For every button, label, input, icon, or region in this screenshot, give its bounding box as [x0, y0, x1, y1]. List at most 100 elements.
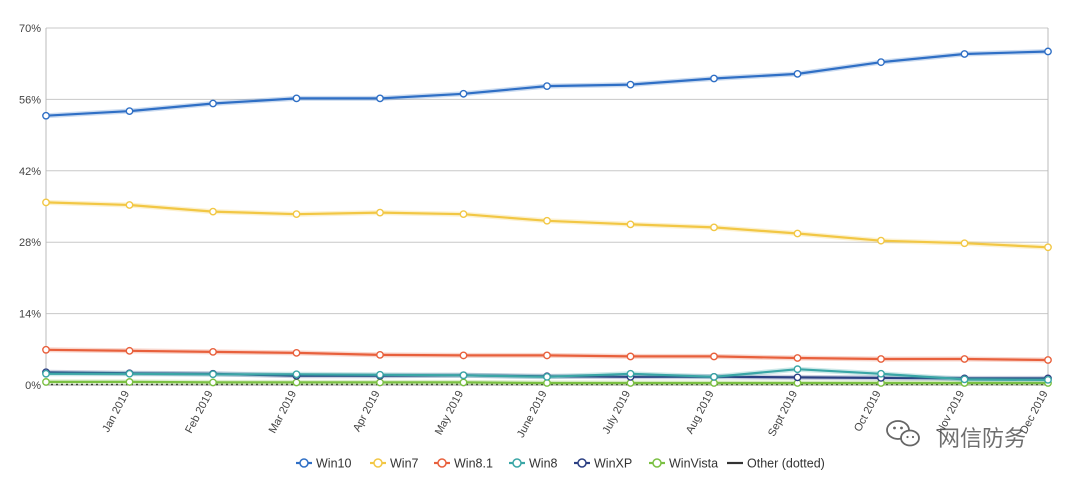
- data-point-win8: [209, 370, 217, 379]
- data-point-winvista: [209, 378, 217, 387]
- data-point-win7: [125, 201, 134, 209]
- legend-label: Win7: [390, 457, 419, 471]
- data-point-win8: [710, 372, 718, 381]
- data-point-win8-1: [1044, 356, 1052, 364]
- x-tick-label: June 2019: [515, 389, 550, 440]
- x-tick-label: Mar 2019: [267, 389, 299, 436]
- data-point-winvista: [125, 378, 134, 386]
- data-point-winxp: [793, 373, 802, 382]
- legend-marker: [373, 458, 383, 468]
- data-point-win7: [459, 210, 468, 219]
- watermark: 网信防务: [886, 420, 1026, 452]
- data-point-win10: [793, 70, 802, 78]
- legend-label: WinVista: [669, 457, 718, 471]
- legend-label: Win8: [529, 457, 558, 471]
- x-tick-label: Feb 2019: [183, 389, 215, 436]
- wechat-icon: [886, 420, 920, 447]
- data-point-win10: [42, 111, 50, 120]
- data-point-win8-1: [543, 351, 551, 360]
- data-point-win8-1: [209, 347, 217, 356]
- legend-marker: [652, 458, 662, 468]
- data-point-win8-1: [459, 351, 468, 360]
- y-axis-ticks: 0% 14% 28% 42% 56% 70%: [19, 23, 41, 392]
- data-point-win8: [42, 369, 50, 378]
- data-point-win10: [710, 74, 718, 83]
- data-point-win10: [125, 107, 134, 116]
- data-point-winvista: [459, 378, 468, 387]
- data-point-win8: [292, 370, 301, 379]
- y-tick-label: 0%: [25, 380, 41, 392]
- legend-item-winvista[interactable]: WinVista: [649, 457, 718, 471]
- data-point-win10: [459, 89, 468, 98]
- data-point-win8-1: [376, 351, 384, 359]
- data-point-win7: [543, 216, 551, 225]
- legend-item-other-dotted[interactable]: Other (dotted): [727, 457, 825, 471]
- y-tick-label: 70%: [19, 23, 41, 35]
- data-point-win8: [960, 375, 969, 384]
- data-point-win8: [793, 365, 802, 374]
- data-point-win7: [793, 229, 802, 238]
- data-point-win10: [292, 94, 301, 103]
- data-point-win7: [209, 207, 217, 216]
- data-point-win7: [42, 198, 50, 207]
- data-point-win8: [459, 371, 468, 380]
- x-tick-label: May 2019: [433, 389, 466, 437]
- legend-label: WinXP: [594, 457, 632, 471]
- data-point-win10: [626, 80, 635, 89]
- legend-marker: [512, 458, 522, 468]
- data-point-winvista: [292, 378, 301, 387]
- x-tick-label: Aug 2019: [684, 389, 717, 436]
- data-point-win10: [960, 50, 969, 58]
- legend-item-win8[interactable]: Win8: [509, 457, 558, 471]
- data-point-win8: [125, 369, 134, 378]
- data-point-win8-1: [793, 354, 802, 362]
- data-point-winvista: [42, 378, 50, 386]
- series-points: [42, 47, 1052, 387]
- x-tick-label: Sept 2019: [766, 389, 800, 439]
- data-point-win8-1: [42, 345, 50, 354]
- data-point-win8: [626, 369, 635, 378]
- data-point-win8-1: [710, 352, 718, 361]
- data-point-win10: [543, 82, 551, 91]
- data-point-win8: [1044, 375, 1052, 384]
- data-point-winvista: [376, 378, 384, 387]
- y-tick-label: 14%: [19, 309, 41, 321]
- data-point-win7: [292, 210, 301, 219]
- legend-marker: [577, 458, 587, 468]
- x-tick-label: July 2019: [600, 389, 633, 436]
- legend-item-win10[interactable]: Win10: [296, 457, 351, 471]
- data-point-win7: [1044, 243, 1052, 252]
- data-point-win8-1: [960, 355, 969, 363]
- data-point-win8: [376, 370, 384, 379]
- legend-label: Win8.1: [454, 457, 493, 471]
- data-point-win8-1: [877, 355, 885, 363]
- data-point-win7: [710, 223, 718, 232]
- legend-label: Win10: [316, 457, 351, 471]
- data-point-win10: [376, 94, 384, 103]
- grid-lines: [45, 27, 1049, 386]
- legend-marker: [299, 458, 309, 468]
- y-tick-label: 56%: [19, 94, 41, 106]
- legend-marker: [437, 458, 447, 468]
- data-point-win10: [209, 99, 217, 108]
- data-point-win7: [376, 208, 384, 217]
- data-point-win8: [543, 372, 551, 381]
- x-tick-label: Oct 2019: [852, 389, 884, 434]
- data-point-win10: [877, 58, 885, 67]
- watermark-text: 网信防务: [938, 427, 1026, 452]
- x-tick-label: Jan 2019: [100, 389, 132, 435]
- data-point-win7: [960, 239, 969, 248]
- legend-item-winxp[interactable]: WinXP: [574, 457, 632, 471]
- y-tick-label: 28%: [19, 237, 41, 249]
- legend-item-win7[interactable]: Win7: [370, 457, 419, 471]
- data-point-win8-1: [292, 348, 301, 357]
- y-tick-label: 42%: [19, 166, 41, 178]
- legend-item-win8-1[interactable]: Win8.1: [434, 457, 493, 471]
- data-point-win8-1: [125, 346, 134, 355]
- data-point-win7: [626, 220, 635, 229]
- x-tick-label: Apr 2019: [351, 389, 383, 434]
- data-point-win7: [877, 236, 885, 245]
- data-point-win8: [877, 369, 885, 378]
- data-point-win10: [1044, 47, 1052, 56]
